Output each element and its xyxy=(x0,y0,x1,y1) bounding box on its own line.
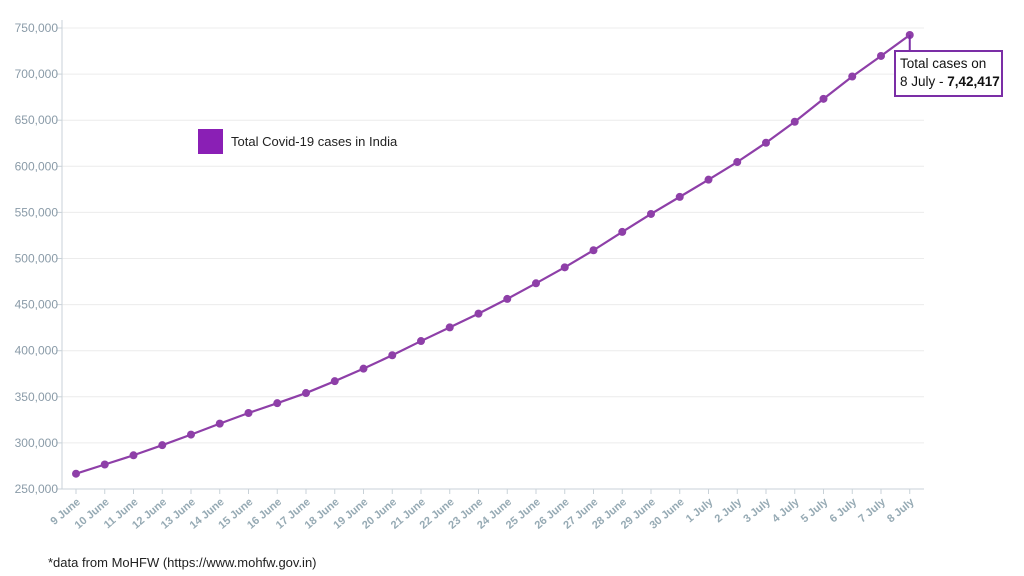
data-point xyxy=(158,441,167,450)
legend-swatch xyxy=(198,129,223,154)
x-tick-label: 7 July xyxy=(856,496,888,526)
data-point xyxy=(445,323,454,332)
data-point xyxy=(647,209,655,218)
data-point xyxy=(877,51,885,60)
legend: Total Covid-19 cases in India xyxy=(198,129,398,154)
data-point xyxy=(560,263,569,272)
y-axis-tick-labels: 250,000 300,000 350,000 400,000 450,000 500,0… xyxy=(15,21,59,496)
annotation: Total cases on 8 July - 7,42,417 xyxy=(894,34,1003,97)
data-point xyxy=(273,399,282,408)
y-tick-label: 400,000 xyxy=(15,344,59,358)
data-point xyxy=(302,389,310,398)
data-point xyxy=(187,430,195,439)
data-point xyxy=(704,175,713,184)
data-point xyxy=(100,460,109,469)
y-tick-label: 250,000 xyxy=(15,482,59,496)
x-tick-label: 4 July xyxy=(770,496,802,526)
x-tick-label: 6 July xyxy=(828,496,860,526)
annotation-value: 7,42,417 xyxy=(947,74,1000,89)
data-point xyxy=(330,377,339,386)
data-point xyxy=(388,351,397,360)
data-point xyxy=(72,469,80,478)
annotation-line-2: 8 July - 7,42,417 xyxy=(900,74,1000,89)
data-point xyxy=(733,158,742,167)
series-line xyxy=(75,34,911,475)
y-tick-label: 550,000 xyxy=(15,205,59,219)
x-tick-label: 8 July xyxy=(885,496,917,526)
y-tick-label: 350,000 xyxy=(15,390,59,404)
y-tick-label: 750,000 xyxy=(15,21,59,35)
data-point xyxy=(359,364,368,373)
axes xyxy=(56,20,924,494)
series-total-cases xyxy=(72,30,914,478)
data-point xyxy=(417,337,425,346)
data-point xyxy=(215,419,224,428)
annotation-line-1-text: Total cases on xyxy=(900,56,986,71)
data-point xyxy=(790,117,799,126)
annotation-box xyxy=(894,50,1003,97)
data-point xyxy=(848,72,857,81)
data-point xyxy=(474,309,483,318)
data-point xyxy=(819,94,828,103)
x-tick-label: 1 July xyxy=(684,496,716,526)
data-point xyxy=(589,246,598,255)
x-tick-label: 5 July xyxy=(799,496,831,526)
annotation-line-2-prefix: 8 July - xyxy=(900,74,947,89)
data-point xyxy=(503,294,512,303)
footnote: *data from MoHFW (https://www.mohfw.gov.… xyxy=(48,555,317,570)
y-tick-label: 500,000 xyxy=(15,252,59,266)
data-point xyxy=(532,279,540,288)
x-tick-label: 3 July xyxy=(741,496,773,526)
x-tick-label: 2 July xyxy=(713,496,745,526)
annotation-line-1: Total cases on xyxy=(900,56,986,71)
legend-label: Total Covid-19 cases in India xyxy=(231,134,398,149)
data-point xyxy=(762,138,770,147)
data-point xyxy=(244,409,253,418)
data-point xyxy=(618,227,627,236)
data-point xyxy=(129,451,138,460)
data-point xyxy=(675,192,684,201)
gridlines xyxy=(62,27,924,444)
y-tick-label: 600,000 xyxy=(15,159,59,173)
y-tick-label: 300,000 xyxy=(15,436,59,450)
y-tick-label: 450,000 xyxy=(15,298,59,312)
y-tick-label: 650,000 xyxy=(15,113,59,127)
y-tick-label: 700,000 xyxy=(15,67,59,81)
